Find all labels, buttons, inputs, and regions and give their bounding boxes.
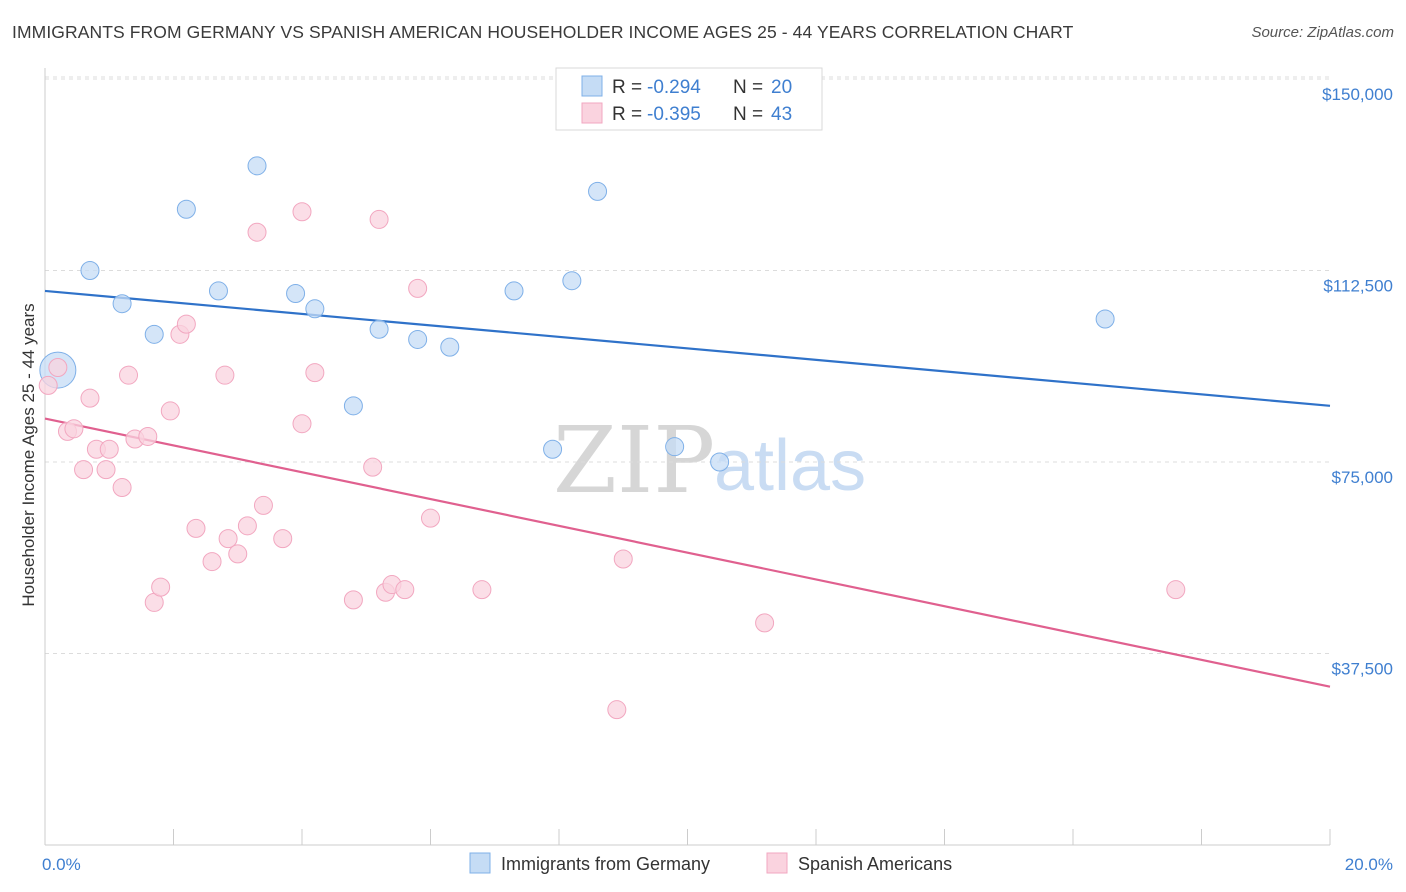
trend-line-spanish-american: [44, 417, 1331, 688]
point-spanish-american: [305, 363, 325, 383]
legend-swatch: [581, 102, 603, 124]
point-spanish-american: [228, 544, 248, 564]
point-spanish-american: [38, 375, 58, 395]
point-spanish-american: [292, 414, 312, 434]
x-tick-label: 0.0%: [42, 855, 81, 874]
correlation-legend: R = -0.294 N = 20 R = -0.395 N = 43: [555, 67, 823, 131]
point-germany: [440, 337, 460, 357]
point-germany: [665, 437, 685, 457]
point-spanish-american: [112, 478, 132, 498]
point-spanish-american: [421, 508, 440, 528]
chart-title: IMMIGRANTS FROM GERMANY VS SPANISH AMERI…: [12, 22, 1074, 42]
point-spanish-american: [369, 209, 389, 229]
point-spanish-american: [138, 426, 158, 446]
point-spanish-american: [613, 549, 633, 569]
point-spanish-american: [48, 358, 68, 378]
data-points: [38, 156, 1186, 720]
tick-labels: $37,500 $75,000 $112,500 $150,000 0.0% 20.0%: [42, 85, 1393, 874]
watermark-atlas: atlas: [714, 426, 866, 506]
point-germany: [80, 261, 100, 280]
point-spanish-american: [160, 401, 180, 421]
point-germany: [144, 324, 164, 344]
point-spanish-american: [472, 580, 492, 600]
point-spanish-american: [151, 577, 171, 597]
point-spanish-american: [119, 365, 139, 385]
point-germany: [208, 281, 228, 301]
point-spanish-american: [74, 460, 94, 480]
legend-swatch: [581, 75, 603, 97]
y-axis-label: Householder Income Ages 25 - 44 years: [19, 303, 38, 606]
watermark-zip: ZIP: [553, 407, 715, 514]
legend-n-label: N =: [733, 104, 763, 125]
point-germany: [286, 283, 306, 303]
point-spanish-american: [755, 613, 775, 633]
watermark: ZIP atlas: [553, 407, 866, 514]
series-legend-label: Spanish Americans: [798, 854, 952, 874]
point-spanish-american: [202, 552, 222, 572]
point-spanish-american: [292, 202, 312, 222]
x-tick-label: 20.0%: [1345, 855, 1393, 874]
source-credit: Source: ZipAtlas.com: [1251, 24, 1394, 41]
legend-r-value: -0.294: [647, 77, 701, 98]
point-spanish-american: [395, 580, 415, 600]
point-germany: [408, 329, 428, 349]
series-legend-label: Immigrants from Germany: [501, 854, 710, 874]
point-germany: [1095, 309, 1115, 329]
point-spanish-american: [273, 529, 293, 549]
point-spanish-american: [176, 314, 196, 334]
point-germany: [247, 156, 267, 176]
legend-n-value: 43: [771, 104, 792, 125]
y-tick-label: $37,500: [1332, 660, 1393, 679]
y-tick-label: $112,500: [1323, 277, 1393, 296]
point-spanish-american: [1166, 580, 1186, 600]
legend-r-label: R =: [612, 77, 642, 98]
trend-lines: [44, 289, 1331, 688]
point-germany: [710, 452, 730, 472]
point-spanish-american: [247, 222, 267, 242]
series-legend-swatch: [766, 852, 788, 874]
point-spanish-american: [343, 590, 363, 610]
point-spanish-american: [607, 700, 627, 720]
point-germany: [562, 271, 582, 291]
y-tick-label: $150,000: [1322, 85, 1393, 104]
point-germany: [588, 181, 608, 201]
point-spanish-american: [215, 365, 235, 385]
point-germany: [176, 199, 196, 219]
point-spanish-american: [363, 457, 383, 477]
point-germany: [305, 299, 325, 319]
point-spanish-american: [237, 516, 257, 536]
legend-n-label: N =: [733, 77, 763, 98]
point-spanish-american: [408, 278, 428, 298]
trend-line-germany: [44, 289, 1331, 407]
point-spanish-american: [253, 495, 273, 515]
y-tick-label: $75,000: [1332, 468, 1393, 487]
point-spanish-american: [64, 419, 84, 439]
point-spanish-american: [80, 388, 100, 408]
point-germany: [112, 294, 132, 314]
point-germany: [343, 396, 363, 416]
legend-r-value: -0.395: [647, 104, 701, 125]
legend-n-value: 20: [771, 77, 792, 98]
point-spanish-american: [218, 529, 238, 549]
series-legend: Immigrants from Germany Spanish Americans: [469, 852, 952, 874]
point-germany: [543, 439, 563, 459]
point-spanish-american: [186, 518, 206, 538]
axes: [44, 68, 1331, 846]
point-germany: [504, 281, 524, 301]
point-germany: [369, 319, 389, 339]
series-legend-swatch: [469, 852, 491, 874]
legend-r-label: R =: [612, 104, 642, 125]
point-spanish-american: [99, 439, 119, 459]
grid-lines: [45, 76, 1330, 654]
point-spanish-american: [96, 460, 116, 480]
